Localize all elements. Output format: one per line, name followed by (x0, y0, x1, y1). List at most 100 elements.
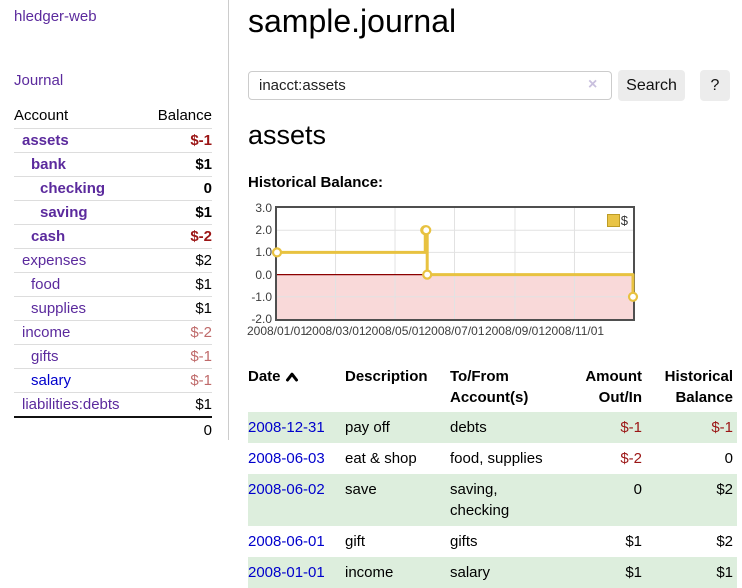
register-table: Date Description To/From Account(s) Amou… (248, 363, 737, 588)
account-row: liabilities:debts $1 (14, 393, 212, 418)
date-column-header[interactable]: Date (248, 363, 345, 412)
transaction-description: gift (345, 533, 366, 550)
account-link-liabilities-debts[interactable]: liabilities:debts (22, 396, 120, 413)
page-title: sample.journal (248, 3, 457, 39)
account-balance: $1 (144, 200, 212, 225)
account-link-income[interactable]: income (22, 324, 71, 341)
account-link-saving[interactable]: saving (40, 204, 88, 221)
accounts-table: Account Balance assets $-1 bank $1 check… (14, 104, 212, 443)
transaction-amount: $1 (625, 533, 642, 550)
help-button[interactable]: ? (700, 70, 730, 101)
transaction-amount: $1 (625, 564, 642, 581)
transaction-description: save (345, 481, 377, 498)
transaction-date-link[interactable]: 2008-12-31 (248, 419, 325, 436)
account-link-gifts[interactable]: gifts (31, 348, 59, 365)
search-button[interactable]: Search (618, 70, 685, 101)
balance-column-header: Historical Balance (664, 368, 733, 406)
sort-ascending-icon (285, 367, 299, 388)
main-content: sample.journal × Search ? assets Histori… (246, 0, 738, 588)
account-link-supplies[interactable]: supplies (31, 300, 87, 317)
register-row: 2008-01-01 income salary $1 $1 (248, 557, 737, 588)
historical-balance-label: Historical Balance: (248, 174, 384, 191)
tofrom-column-header: To/From Account(s) (450, 368, 529, 406)
account-balance: $-1 (144, 344, 212, 369)
account-row: checking 0 (14, 176, 212, 201)
transaction-accounts: debts (450, 419, 487, 436)
transaction-date-link[interactable]: 2008-06-03 (248, 450, 325, 467)
transaction-description: eat & shop (345, 450, 417, 467)
transaction-accounts: gifts (450, 533, 478, 550)
register-row: 2008-06-02 save saving, checking 0 $2 (248, 474, 737, 526)
legend-swatch-icon (606, 214, 620, 227)
search-bar: × Search ? (248, 70, 738, 101)
amount-column-header: Amount Out/In (585, 368, 642, 406)
transaction-amount: $-1 (620, 419, 642, 436)
sidebar-item-journal[interactable]: Journal (14, 72, 64, 89)
account-link-checking[interactable]: checking (40, 180, 106, 197)
transaction-description: pay off (345, 419, 390, 436)
account-link-assets[interactable]: assets (22, 132, 69, 149)
sidebar: hledger-web Journal Account Balance asse… (0, 0, 229, 443)
transaction-accounts: salary (450, 564, 491, 581)
account-row: food $1 (14, 272, 212, 297)
transaction-balance: 0 (724, 450, 733, 467)
transaction-accounts: saving, checking (450, 481, 510, 519)
account-balance: $1 (144, 272, 212, 297)
description-column-header: Description (345, 368, 428, 385)
account-balance: $-2 (144, 224, 212, 249)
register-row: 2008-06-01 gift gifts $1 $2 (248, 526, 737, 557)
search-input[interactable] (248, 71, 612, 100)
transaction-balance: $-1 (711, 419, 733, 436)
balance-column-header: Balance (144, 104, 212, 129)
account-balance: $-1 (144, 368, 212, 393)
register-row: 2008-06-03 eat & shop food, supplies $-2… (248, 443, 737, 474)
chart-plot-area: $ (271, 206, 639, 321)
transaction-amount: 0 (633, 481, 642, 498)
account-balance: 0 (144, 176, 212, 201)
account-row: assets $-1 (14, 128, 212, 153)
account-row: supplies $1 (14, 296, 212, 321)
account-balance: $1 (144, 152, 212, 177)
app-title-link[interactable]: hledger-web (14, 8, 97, 25)
transaction-date-link[interactable]: 2008-06-02 (248, 481, 325, 498)
account-row: cash $-2 (14, 224, 212, 249)
register-header-row: Date Description To/From Account(s) Amou… (248, 363, 737, 412)
accounts-table-header: Account Balance (14, 104, 212, 129)
transaction-accounts: food, supplies (450, 450, 543, 467)
account-link-salary[interactable]: salary (31, 372, 72, 389)
transaction-balance: $1 (716, 564, 733, 581)
account-title: assets (248, 120, 327, 150)
account-link-cash[interactable]: cash (31, 228, 66, 245)
account-row: income $-2 (14, 320, 212, 345)
transaction-date-link[interactable]: 2008-06-01 (248, 533, 325, 550)
transaction-balance: $2 (716, 481, 733, 498)
chart-canvas (271, 208, 639, 319)
chart-y-axis: 3.0 2.0 1.0 0.0 -1.0 -2.0 (251, 201, 272, 326)
chart-x-axis: 2008/01/01 2008/03/01 2008/05/01 2008/07/01… (246, 324, 605, 338)
account-link-bank[interactable]: bank (31, 156, 67, 173)
account-column-header: Account (14, 104, 145, 129)
account-balance: $2 (144, 248, 212, 273)
account-row: bank $1 (14, 152, 212, 177)
accounts-total-row: 0 (14, 416, 212, 443)
account-row: expenses $2 (14, 248, 212, 273)
register-row: 2008-12-31 pay off debts $-1 $-1 (248, 412, 737, 443)
account-row: gifts $-1 (14, 344, 212, 369)
historical-balance-chart: 3.0 2.0 1.0 0.0 -1.0 -2.0 $ 2008/01/01 2008/03… (246, 200, 738, 345)
clear-search-icon[interactable]: × (588, 76, 598, 93)
account-link-expenses[interactable]: expenses (22, 252, 87, 269)
account-balance: $-1 (144, 128, 212, 153)
transaction-date-link[interactable]: 2008-01-01 (248, 564, 325, 581)
account-row: salary $-1 (14, 368, 212, 393)
account-balance: $1 (195, 396, 212, 413)
legend-label: $ (620, 213, 628, 228)
accounts-total: 0 (144, 416, 212, 443)
account-balance: $-2 (144, 320, 212, 345)
transaction-description: income (345, 564, 394, 581)
account-balance: $1 (144, 296, 212, 321)
account-row: saving $1 (14, 200, 212, 225)
account-link-food[interactable]: food (31, 276, 61, 293)
transaction-balance: $2 (716, 533, 733, 550)
chart-legend: $ (606, 213, 628, 228)
transaction-amount: $-2 (620, 450, 642, 467)
